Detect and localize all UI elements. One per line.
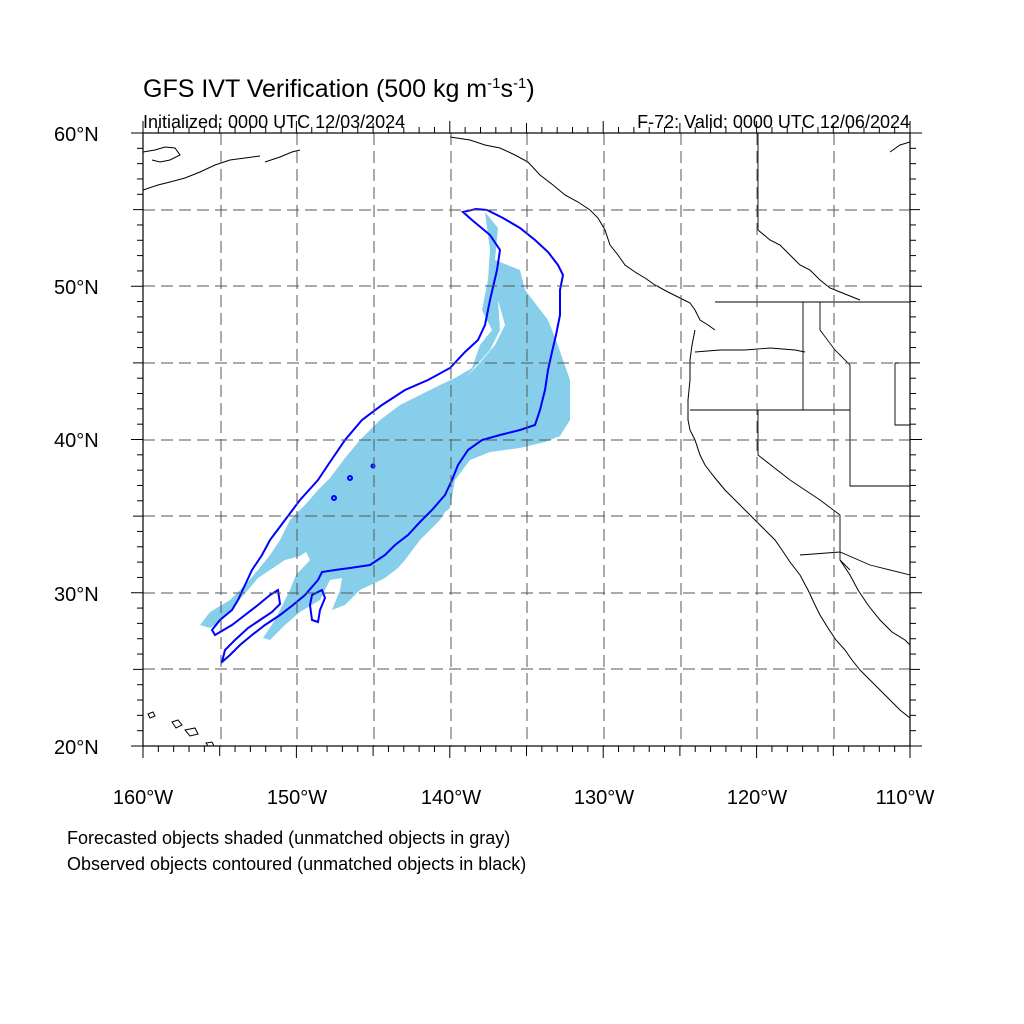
observed-small-tail bbox=[308, 588, 327, 624]
lat-labels: 60°N 50°N 40°N 30°N 20°N bbox=[54, 124, 99, 759]
mt-wy-border bbox=[894, 362, 910, 426]
forecast-footnote: Forecasted objects shaded (unmatched obj… bbox=[67, 828, 511, 848]
canada-interior bbox=[757, 141, 910, 301]
forecast-ivt-object bbox=[200, 212, 570, 640]
observed-footnote: Observed objects contoured (unmatched ob… bbox=[67, 854, 527, 874]
lon-label: 150°W bbox=[267, 787, 327, 809]
us-mexico-border bbox=[799, 551, 910, 576]
lat-label: 50°N bbox=[54, 277, 99, 299]
bc-coast bbox=[609, 244, 716, 331]
graticule bbox=[143, 133, 910, 746]
alaska-coast bbox=[143, 136, 611, 246]
lon-label: 140°W bbox=[421, 787, 481, 809]
lon-label: 120°W bbox=[727, 787, 787, 809]
political-boundaries bbox=[690, 133, 910, 576]
baja-coast bbox=[839, 559, 910, 719]
map-panel bbox=[131, 121, 922, 758]
observed-dot bbox=[331, 495, 337, 501]
us-west-coast bbox=[687, 329, 846, 651]
hawaii-islands bbox=[147, 711, 215, 746]
coastlines bbox=[143, 136, 910, 746]
valid-time-label: F-72: Valid: 0000 UTC 12/06/2024 bbox=[637, 112, 910, 132]
lon-label: 130°W bbox=[574, 787, 634, 809]
map-title: GFS IVT Verification (500 kg m-1s-1) bbox=[143, 75, 535, 103]
lat-label: 40°N bbox=[54, 430, 99, 452]
wa-or-border bbox=[694, 347, 806, 353]
ca-nv-border bbox=[757, 410, 841, 516]
lon-label: 110°W bbox=[876, 787, 935, 809]
observed-ivt-contours bbox=[210, 207, 565, 665]
axis-ticks bbox=[131, 121, 922, 758]
observed-ivt-object bbox=[210, 207, 565, 665]
id-border bbox=[802, 302, 851, 410]
init-time-label: Initialized: 0000 UTC 12/03/2024 bbox=[143, 112, 405, 132]
observed-dot bbox=[347, 475, 353, 481]
az-ca-border bbox=[839, 515, 851, 571]
lat-label: 20°N bbox=[54, 737, 99, 759]
lon-labels: 160°W 150°W 140°W 130°W 120°W 110°W bbox=[113, 787, 935, 809]
forecast-gap bbox=[465, 300, 505, 378]
lat-label: 60°N bbox=[54, 124, 99, 146]
lat-label: 30°N bbox=[54, 584, 99, 606]
nv-ut-border bbox=[849, 410, 910, 487]
lon-label: 160°W bbox=[113, 787, 173, 809]
